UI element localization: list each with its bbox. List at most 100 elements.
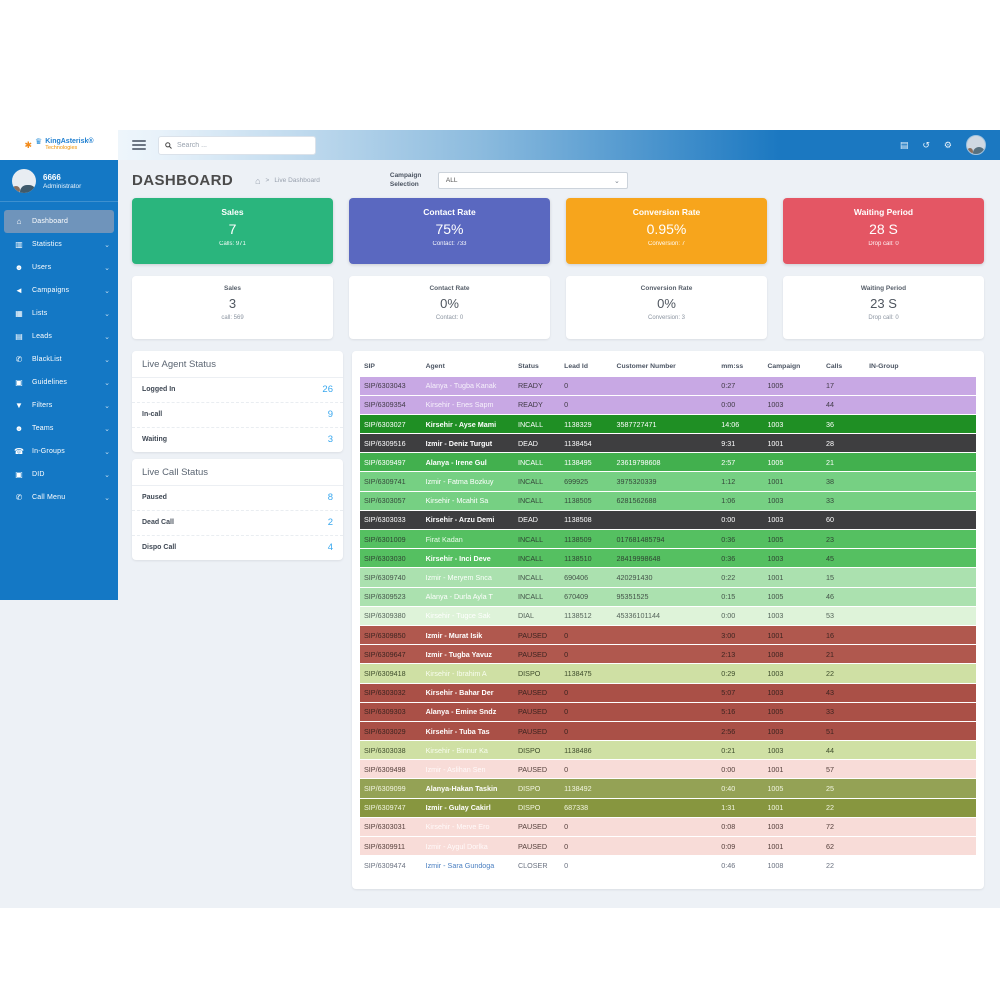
sidebar-item-call-menu[interactable]: ✆ Call Menu ⌄ bbox=[0, 486, 118, 509]
in-group-cell bbox=[865, 837, 976, 856]
agent-cell: Alanya - Durla Ayla T bbox=[425, 592, 493, 602]
table-row[interactable]: SIP/6309911 Izmir - Aygul Dorlka PAUSED 0 0:… bbox=[360, 836, 976, 856]
agent-cell: Alanya - Irene Gul bbox=[425, 457, 487, 467]
sip-cell: SIP/6303029 bbox=[364, 726, 406, 736]
chevron-down-icon: ⌄ bbox=[614, 177, 620, 185]
customer-number-cell: 95351525 bbox=[616, 592, 649, 602]
kpi-value: 28 S bbox=[869, 220, 898, 237]
column-header-campaign: Campaign bbox=[767, 362, 801, 370]
sidebar-item-did[interactable]: ▣ DID ⌄ bbox=[0, 463, 118, 486]
table-row[interactable]: SIP/6309474 Izmir - Sara Gundoga CLOSER 0 0:… bbox=[360, 855, 976, 875]
chevron-down-icon: ⌄ bbox=[104, 402, 110, 410]
table-row[interactable]: SIP/6303057 Kirsehir - Mcahit Sa INCALL 113… bbox=[360, 491, 976, 511]
calls-cell: 33 bbox=[825, 707, 834, 717]
calls-cell: 38 bbox=[825, 477, 834, 487]
menu-toggle-icon[interactable] bbox=[132, 138, 146, 153]
table-row[interactable]: SIP/6309747 Izmir - Gulay Cakirl DISPO 6873… bbox=[360, 798, 976, 818]
status-cell: INCALL bbox=[517, 477, 544, 487]
table-row[interactable]: SIP/6309418 Kirsehir - Ibrahim A DISPO 1138… bbox=[360, 663, 976, 684]
table-row[interactable]: SIP/6309380 Kirsehir - Tugce Sak DIAL 11385… bbox=[360, 606, 976, 626]
calls-cell: 21 bbox=[825, 649, 834, 659]
user-block[interactable]: 6666 Administrator bbox=[0, 160, 118, 202]
table-row[interactable]: SIP/6309741 Izmir - Fatma Bozkuy INCALL 699… bbox=[360, 471, 976, 492]
lead-id-cell: 0 bbox=[564, 649, 569, 659]
table-row[interactable]: SIP/6309497 Alanya - Irene Gul INCALL 11384… bbox=[360, 452, 976, 472]
customer-number-cell bbox=[613, 510, 718, 529]
agent-cell: Kirsehir - Bahar Der bbox=[425, 688, 494, 698]
sidebar-item-statistics[interactable]: ▥ Statistics ⌄ bbox=[0, 233, 118, 256]
brand-logo[interactable]: ✱ ♛ KingAsterisk® Technologies bbox=[0, 130, 118, 160]
history-icon[interactable]: ↺ bbox=[922, 139, 930, 150]
home-icon[interactable]: ⌂ bbox=[255, 175, 261, 186]
table-row[interactable]: SIP/6303038 Kirsehir - Binnur Ka DISPO 1138… bbox=[360, 740, 976, 760]
sidebar-item-lists[interactable]: ▦ Lists ⌄ bbox=[0, 302, 118, 325]
sidebar-item-blacklist[interactable]: ✆ BlackList ⌄ bbox=[0, 348, 118, 371]
table-row[interactable]: SIP/6303031 Kirsehir - Merve Ero PAUSED 0 0:… bbox=[360, 817, 976, 837]
status-cell: READY bbox=[517, 381, 543, 391]
table-row[interactable]: SIP/6309523 Alanya - Durla Ayla T INCALL 67… bbox=[360, 587, 976, 607]
table-row[interactable]: SIP/6309647 Izmir - Tugba Yavuz PAUSED 0 2:1… bbox=[360, 644, 976, 664]
sidebar-item-in-groups[interactable]: ☎ In-Groups ⌄ bbox=[0, 440, 118, 463]
sidebar-item-leads[interactable]: ▤ Leads ⌄ bbox=[0, 325, 118, 348]
sip-cell: SIP/6303057 bbox=[364, 496, 406, 506]
kpi-title: Waiting Period bbox=[853, 206, 914, 217]
kpi-title: Conversion Rate bbox=[632, 206, 701, 217]
campaign-cell: 1001 bbox=[767, 630, 784, 640]
breadcrumb-current[interactable]: Live Dashboard bbox=[274, 177, 320, 185]
crown-icon: ♛ bbox=[35, 136, 43, 146]
calls-cell: 17 bbox=[825, 381, 834, 391]
page-header: DASHBOARD ⌂ > Live Dashboard Campaign Se… bbox=[132, 172, 984, 190]
sip-cell: SIP/6301009 bbox=[364, 534, 406, 544]
sidebar-item-campaigns[interactable]: ◄ Campaigns ⌄ bbox=[0, 279, 118, 302]
topbar-actions: ▤ ↺ ⚙ bbox=[900, 135, 1000, 155]
user-avatar[interactable] bbox=[966, 135, 986, 155]
search-input[interactable] bbox=[177, 141, 309, 149]
kpi-card-contact-rate: Contact Rate 75% Contact: 733 bbox=[349, 197, 550, 264]
table-row[interactable]: SIP/6303030 Kirsehir - Inci Deve INCALL 113… bbox=[360, 548, 976, 568]
table-row[interactable]: SIP/6303029 Kirsehir - Tuba Tas PAUSED 0 2:5… bbox=[360, 721, 976, 741]
sip-cell: SIP/6309647 bbox=[364, 649, 406, 659]
table-row[interactable]: SIP/6301009 Firat Kadan INCALL 1138509 01768… bbox=[360, 529, 976, 549]
sip-cell: SIP/6309911 bbox=[364, 841, 406, 851]
campaign-selection: Campaign Selection ALL ⌄ bbox=[390, 172, 628, 190]
agent-cell: Kirsehir - Ayse Mami bbox=[425, 419, 497, 429]
in-group-cell bbox=[865, 856, 976, 875]
table-row[interactable]: SIP/6303027 Kirsehir - Ayse Mami INCALL 113… bbox=[360, 414, 976, 434]
table-row[interactable]: SIP/6309303 Alanya - Emine Sndz PAUSED 0 5:1… bbox=[360, 702, 976, 722]
agent-cell: Firat Kadan bbox=[425, 534, 463, 544]
table-row[interactable]: SIP/6309740 Izmir - Meryem Snca INCALL 6904… bbox=[360, 567, 976, 588]
status-row-dispo-call: Dispo Call 4 bbox=[132, 536, 343, 560]
duration-cell: 0:15 bbox=[721, 592, 736, 602]
table-row[interactable]: SIP/6309498 Izmir - Aslihan Sen PAUSED 0 0:0… bbox=[360, 759, 976, 779]
table-row[interactable]: SIP/6303033 Kirsehir - Arzu Demi DEAD 11385… bbox=[360, 510, 976, 530]
campaign-cell: 1005 bbox=[767, 707, 784, 717]
table-row[interactable]: SIP/6303043 Alanya - Tugba Kanak READY 0 0:2… bbox=[360, 376, 976, 396]
table-header-row: SIP Agent Status Lead Id Customer Number mm:s… bbox=[360, 355, 976, 377]
sidebar-item-guidelines[interactable]: ▣ Guidelines ⌄ bbox=[0, 371, 118, 394]
summary-value: 0% bbox=[440, 295, 459, 311]
duration-cell: 0:00 bbox=[721, 515, 736, 525]
sip-cell: SIP/6303027 bbox=[364, 419, 406, 429]
agent-cell: Kirsehir - Inci Deve bbox=[425, 553, 491, 563]
table-row[interactable]: SIP/6309850 Izmir - Murat Isik PAUSED 0 3:00… bbox=[360, 625, 976, 645]
summary-title: Contact Rate bbox=[429, 284, 470, 292]
lead-id-cell: 1138329 bbox=[564, 419, 592, 429]
sidebar-item-users[interactable]: ☻ Users ⌄ bbox=[0, 256, 118, 279]
contacts-icon[interactable]: ▤ bbox=[899, 139, 909, 150]
customer-number-cell: 3975320339 bbox=[616, 477, 657, 487]
sidebar-item-teams[interactable]: ☻ Teams ⌄ bbox=[0, 417, 118, 440]
settings-icon[interactable]: ⚙ bbox=[943, 139, 952, 150]
table-row[interactable]: SIP/6309099 Alanya-Hakan Taskin DISPO 11384… bbox=[360, 778, 976, 799]
customer-number-cell: 28419998648 bbox=[616, 553, 661, 563]
campaign-select[interactable]: ALL ⌄ bbox=[437, 172, 628, 190]
calls-cell: 72 bbox=[825, 822, 834, 832]
table-row[interactable]: SIP/6309354 Kirsehir - Enes Sapm READY 0 0:0… bbox=[360, 395, 976, 415]
kpi-subtext: Calls: 971 bbox=[219, 240, 246, 247]
table-row[interactable]: SIP/6309516 Izmir - Deniz Turgut DEAD 11384… bbox=[360, 433, 976, 453]
agent-cell: Izmir - Aslihan Sen bbox=[425, 764, 486, 774]
sidebar-item-filters[interactable]: ▼ Filters ⌄ bbox=[0, 394, 118, 417]
sidebar-item-dashboard[interactable]: ⌂ Dashboard bbox=[4, 210, 114, 233]
agent-cell: Izmir - Murat Isik bbox=[425, 630, 483, 640]
campaign-cell: 1003 bbox=[767, 515, 784, 525]
table-row[interactable]: SIP/6303032 Kirsehir - Bahar Der PAUSED 0 5:… bbox=[360, 683, 976, 703]
